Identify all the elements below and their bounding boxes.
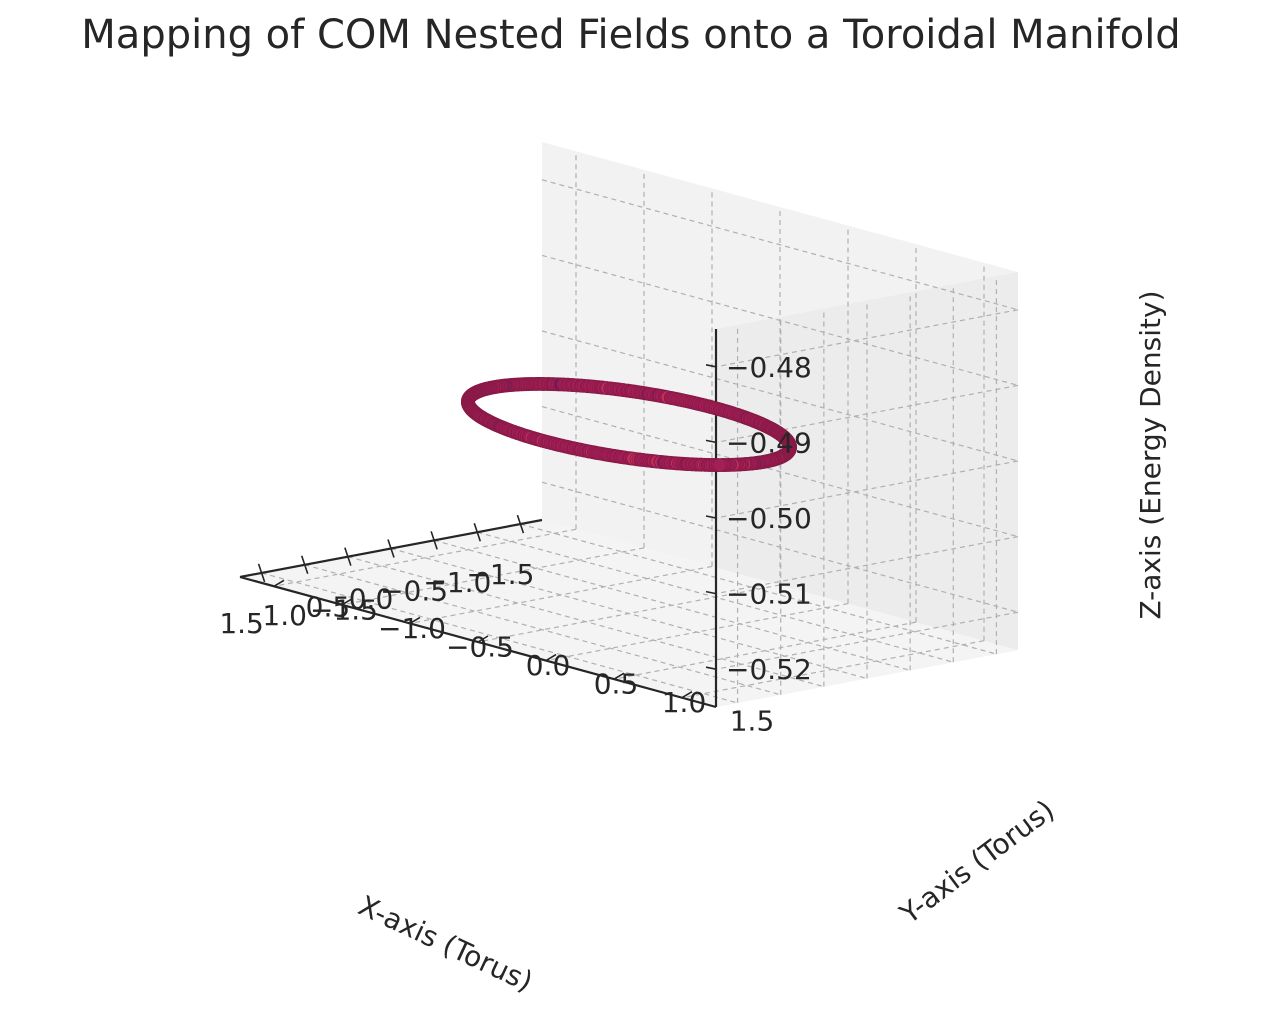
- x-tick-mark: [344, 547, 349, 557]
- y-tick-label: 1.0: [662, 686, 707, 719]
- x-tick-mark: [473, 522, 479, 533]
- y-tick-label: 1.5: [730, 705, 775, 738]
- x-tick-label: −0.5: [380, 574, 448, 607]
- x-tick-mark: [516, 514, 522, 525]
- grid-line-y-floor: [409, 565, 713, 625]
- grid-line-z-left: [541, 254, 1019, 386]
- grid-line-y-floor: [273, 528, 577, 587]
- grid-line-z-left: [541, 330, 1019, 462]
- x-tick-mark-outer: [519, 523, 525, 534]
- grid-line-y-floor: [613, 621, 917, 680]
- chart-title: Mapping of COM Nested Fields onto a Toro…: [81, 12, 1181, 58]
- grid-line-z-left: [541, 481, 1019, 613]
- grid-line-x-floor: [261, 572, 738, 704]
- tick-marks: [257, 364, 717, 699]
- data-points: [460, 376, 797, 473]
- grid-line-z-left: [541, 179, 1019, 311]
- x-tick-label: 0.0: [349, 583, 394, 616]
- x-tick-mark-outer: [476, 531, 482, 542]
- y-tick-mark: [273, 579, 285, 587]
- x-axis-label: X-axis (Torus): [353, 889, 537, 998]
- y-tick-mark: [409, 616, 421, 625]
- grid-line-y-floor: [545, 602, 849, 662]
- z-tick-label: −0.52: [726, 653, 812, 686]
- x-tick-mark: [300, 555, 306, 566]
- z-tick-mark: [705, 364, 717, 368]
- z-tick-label: −0.50: [726, 502, 812, 535]
- grid-line-y-floor: [681, 640, 985, 699]
- z-tick-label: −0.48: [726, 351, 812, 384]
- x-tick-mark: [387, 539, 392, 549]
- y-tick-label: −0.5: [446, 630, 514, 663]
- grid-line-z-right: [715, 309, 1019, 368]
- grid-line-y-floor: [341, 547, 645, 606]
- y-tick-label: 0.5: [594, 668, 639, 701]
- z-tick-mark: [705, 439, 717, 444]
- x-tick-mark: [430, 531, 435, 541]
- grid-line-z-left: [541, 406, 1019, 538]
- data-point: [712, 458, 727, 473]
- grid-line-z-right: [715, 536, 1019, 595]
- y-tick-mark: [477, 635, 489, 643]
- z-tick-label: −0.49: [726, 426, 812, 459]
- x-tick-mark-outer: [260, 572, 266, 583]
- y-tick-mark: [613, 672, 625, 680]
- y-tick-label: 0.0: [526, 649, 571, 682]
- y-tick-label: −1.5: [310, 593, 378, 626]
- x-tick-mark-outer: [433, 540, 438, 550]
- x-tick-label: −1.0: [423, 566, 491, 599]
- z-tick-mark: [705, 590, 717, 595]
- z-tick-mark: [705, 515, 717, 519]
- x-tick-mark-outer: [390, 548, 395, 558]
- grid-lines: [261, 151, 1019, 704]
- grid-line-z-right: [715, 460, 1019, 519]
- x-tick-label: 0.5: [306, 591, 351, 624]
- x-tick-label: 1.5: [219, 607, 264, 640]
- z-tick-mark: [705, 666, 717, 670]
- x-tick-mark: [257, 563, 263, 574]
- z-axis-label: Z-axis (Energy Density): [1134, 290, 1167, 619]
- y-tick-mark: [341, 598, 353, 606]
- x-tick-label: −1.5: [466, 558, 534, 591]
- grid-line-x-floor: [304, 564, 781, 696]
- x-tick-mark-outer: [347, 556, 352, 566]
- z-tick-label: −0.51: [726, 578, 812, 611]
- grid-line-x-floor: [347, 556, 825, 688]
- y-tick-label: −1.0: [378, 612, 446, 645]
- y-tick-mark: [681, 691, 693, 699]
- x-tick-mark-outer: [303, 564, 309, 575]
- y-tick-mark: [545, 653, 557, 662]
- tick-labels: −1.5−1.0−0.50.00.51.01.5 −1.5−1.0−0.50.00…: [219, 351, 811, 738]
- x-tick-label: 1.0: [262, 599, 307, 632]
- grid-line-z-right: [715, 611, 1019, 670]
- grid-line-y-floor: [477, 584, 781, 643]
- y-axis-label: Y-axis (Torus): [893, 793, 1061, 931]
